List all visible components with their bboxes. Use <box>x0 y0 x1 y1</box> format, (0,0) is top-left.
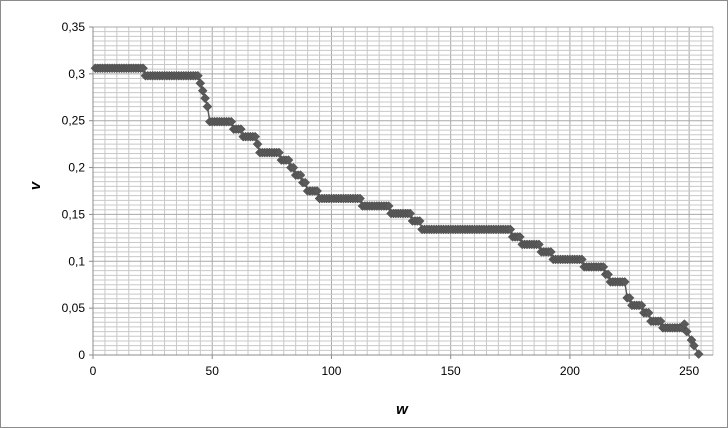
x-axis-label: w <box>396 401 409 418</box>
data-point <box>201 94 210 103</box>
y-tick-label: 0,05 <box>62 301 86 315</box>
y-tick-label: 0,15 <box>62 207 86 221</box>
x-tick-label: 250 <box>679 364 699 378</box>
y-tick-label: 0,3 <box>68 67 85 81</box>
plot-series <box>91 64 703 359</box>
y-tick-label: 0,2 <box>68 161 85 175</box>
data-point <box>694 350 703 359</box>
y-axis-label: v <box>27 180 44 190</box>
y-tick-label: 0 <box>78 348 85 362</box>
y-tick-label: 0,35 <box>62 20 86 34</box>
data-point <box>253 140 262 149</box>
data-point <box>196 79 205 88</box>
x-tick-label: 150 <box>441 364 461 378</box>
data-point <box>203 102 212 111</box>
y-tick-label: 0,25 <box>62 114 86 128</box>
y-tick-label: 0,1 <box>68 254 85 268</box>
x-tick-label: 0 <box>90 364 97 378</box>
x-tick-label: 50 <box>206 364 220 378</box>
x-tick-label: 100 <box>321 364 341 378</box>
x-tick-label: 200 <box>560 364 580 378</box>
